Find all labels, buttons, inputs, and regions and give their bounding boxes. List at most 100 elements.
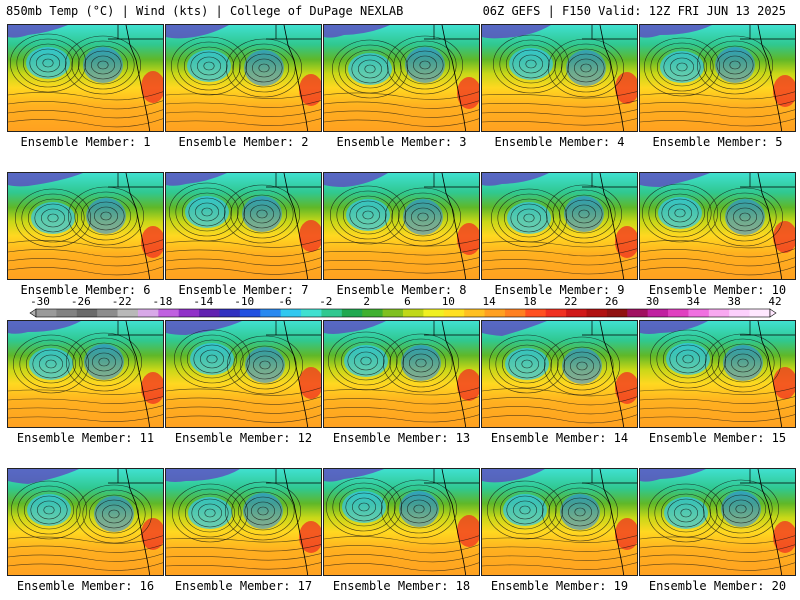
header-right-title: 06Z GEFS | F150 Valid: 12Z FRI JUN 13 20… xyxy=(482,4,786,18)
colorbar-tick-label: 22 xyxy=(564,295,578,308)
ensemble-map-panel xyxy=(165,468,322,576)
ensemble-map-panel xyxy=(481,320,638,428)
ensemble-map-panel xyxy=(165,320,322,428)
colorbar-swatch xyxy=(76,309,98,317)
colorbar-swatch xyxy=(239,309,261,317)
colorbar-swatch xyxy=(443,309,465,317)
ensemble-member-caption: Ensemble Member: 14 xyxy=(490,431,629,445)
colorbar-tick-label: -22 xyxy=(111,295,132,308)
colorbar-swatch xyxy=(586,309,608,317)
ensemble-map-panel xyxy=(7,320,164,428)
colorbar-swatch xyxy=(423,309,445,317)
colorbar-strip xyxy=(29,308,777,318)
colorbar-swatch xyxy=(749,309,771,317)
ensemble-member-caption: Ensemble Member: 19 xyxy=(490,579,629,593)
colorbar-swatch xyxy=(137,309,159,317)
temperature-map xyxy=(166,173,321,279)
temperature-map xyxy=(8,25,163,131)
temperature-map xyxy=(166,25,321,131)
colorbar-tick-label: -14 xyxy=(193,295,214,308)
temperature-map xyxy=(8,173,163,279)
ensemble-map-panel xyxy=(481,24,638,132)
colorbar-swatch xyxy=(545,309,567,317)
ensemble-member-caption: Ensemble Member: 4 xyxy=(494,135,625,149)
colorbar-swatch xyxy=(36,309,57,317)
ensemble-member-caption: Ensemble Member: 13 xyxy=(332,431,471,445)
ensemble-member-caption: Ensemble Member: 15 xyxy=(648,431,787,445)
temperature-map xyxy=(324,321,479,427)
colorbar-swatch xyxy=(647,309,669,317)
ensemble-member-caption: Ensemble Member: 17 xyxy=(174,579,313,593)
colorbar-swatch xyxy=(117,309,139,317)
ensemble-member-caption: Ensemble Member: 7 xyxy=(178,283,309,297)
ensemble-member-caption: Ensemble Member: 16 xyxy=(16,579,155,593)
temperature-map xyxy=(482,173,637,279)
colorbar-tick-label: -30 xyxy=(30,295,50,308)
temperature-map xyxy=(324,25,479,131)
temperature-map xyxy=(482,25,637,131)
colorbar-swatch xyxy=(382,309,404,317)
colorbar-tick-label: 10 xyxy=(441,295,455,308)
colorbar-swatch xyxy=(280,309,302,317)
ensemble-map-panel xyxy=(165,24,322,132)
colorbar-swatch xyxy=(56,309,78,317)
temperature-map xyxy=(640,173,795,279)
ensemble-member-caption: Ensemble Member: 11 xyxy=(16,431,155,445)
colorbar-swatch xyxy=(708,309,730,317)
ensemble-member-caption: Ensemble Member: 6 xyxy=(20,283,151,297)
temperature-map xyxy=(8,321,163,427)
colorbar-tick-label: -26 xyxy=(70,295,91,308)
ensemble-member-caption: Ensemble Member: 5 xyxy=(652,135,783,149)
ensemble-member-caption: Ensemble Member: 10 xyxy=(648,283,787,297)
ensemble-member-caption: Ensemble Member: 20 xyxy=(648,579,787,593)
temperature-map xyxy=(324,469,479,575)
ensemble-map-panel xyxy=(7,468,164,576)
ensemble-map-panel xyxy=(323,468,480,576)
ensemble-map-panel xyxy=(323,320,480,428)
colorbar-swatch xyxy=(688,309,710,317)
ensemble-map-panel xyxy=(165,172,322,280)
colorbar-swatch xyxy=(260,309,282,317)
colorbar-swatch xyxy=(403,309,424,317)
colorbar-tick-label: 2 xyxy=(363,295,370,308)
ensemble-member-caption: Ensemble Member: 12 xyxy=(174,431,313,445)
colorbar-swatch xyxy=(484,309,506,317)
temperature-map xyxy=(640,25,795,131)
colorbar-swatch xyxy=(606,309,628,317)
ensemble-member-caption: Ensemble Member: 1 xyxy=(20,135,151,149)
colorbar-swatch xyxy=(362,309,384,317)
colorbar-tick-label: 42 xyxy=(768,295,782,308)
colorbar-swatch xyxy=(729,309,751,317)
ensemble-map-panel xyxy=(639,172,796,280)
colorbar-arrow-right xyxy=(769,308,777,318)
ensemble-map-panel xyxy=(7,172,164,280)
colorbar-tick-label: 30 xyxy=(645,295,660,308)
temperature-map xyxy=(640,321,795,427)
colorbar-tick-label: -18 xyxy=(152,295,173,308)
colorbar-swatch xyxy=(321,309,343,317)
temperature-map xyxy=(482,469,637,575)
colorbar-swatch xyxy=(301,309,322,317)
ensemble-member-caption: Ensemble Member: 8 xyxy=(336,283,467,297)
colorbar-tick-label: 6 xyxy=(404,295,411,308)
colorbar-swatch xyxy=(627,309,649,317)
ensemble-map-panel xyxy=(639,24,796,132)
colorbar-swatch xyxy=(219,309,241,317)
temperature-colorbar: -30 -26 -22 -18 -14 -10 -6 -2 2 6 10 14 18 22 26 30 34 38… xyxy=(0,296,800,322)
ensemble-map-panel xyxy=(323,24,480,132)
colorbar-tick-label: 34 xyxy=(686,295,700,308)
colorbar-swatch xyxy=(158,309,180,317)
colorbar-arrow-left xyxy=(29,308,37,318)
temperature-map xyxy=(640,469,795,575)
ensemble-member-caption: Ensemble Member: 3 xyxy=(336,135,467,149)
colorbar-swatch xyxy=(668,309,689,317)
colorbar-swatch xyxy=(97,309,119,317)
colorbar-swatch xyxy=(504,309,526,317)
ensemble-member-caption: Ensemble Member: 18 xyxy=(332,579,471,593)
temperature-map xyxy=(482,321,637,427)
colorbar-tick-label: 38 xyxy=(727,295,741,308)
colorbar-swatch xyxy=(199,309,220,317)
colorbar-tick-label: -10 xyxy=(234,295,255,308)
colorbar-tick-label: 14 xyxy=(482,295,496,308)
colorbar-swatch xyxy=(178,309,200,317)
